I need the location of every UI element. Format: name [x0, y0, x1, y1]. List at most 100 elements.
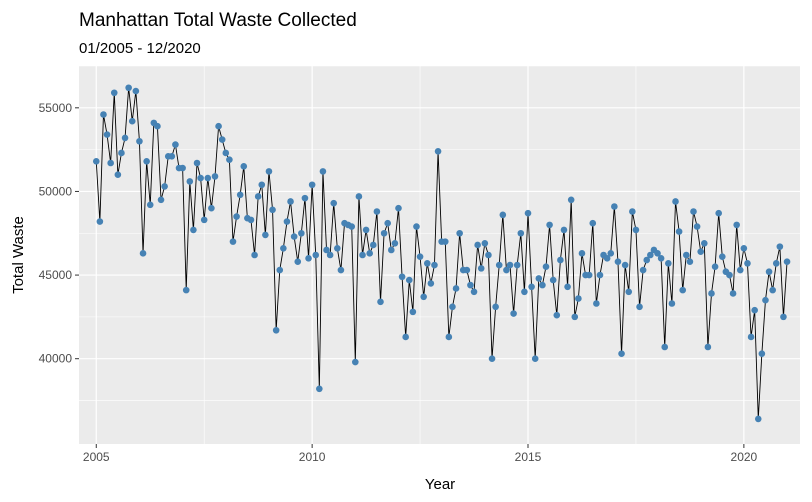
data-point	[470, 288, 478, 296]
data-point	[377, 298, 384, 306]
data-point	[236, 191, 244, 199]
data-point	[492, 303, 499, 311]
data-point	[718, 253, 726, 260]
data-point	[776, 243, 784, 250]
data-point	[128, 117, 136, 125]
y-tick-label: 55000	[39, 101, 73, 115]
data-point	[510, 310, 517, 317]
data-point	[679, 286, 687, 294]
data-point	[294, 258, 302, 265]
data-point	[262, 231, 269, 239]
data-point	[100, 111, 107, 118]
data-point	[186, 178, 194, 185]
data-point	[312, 251, 320, 259]
data-point	[132, 87, 140, 95]
data-point	[391, 239, 399, 247]
data-point	[726, 271, 733, 279]
data-point	[445, 333, 453, 341]
data-point	[711, 263, 719, 271]
x-tick-labels: 2005 2010 2015 2020	[83, 450, 758, 464]
data-point	[539, 281, 546, 289]
data-point	[553, 311, 561, 319]
chart-subtitle: 01/2005 - 12/2020	[79, 40, 201, 57]
data-point	[621, 261, 629, 269]
data-point	[193, 159, 201, 167]
data-point	[449, 303, 456, 311]
data-point	[355, 193, 363, 200]
data-point	[564, 283, 571, 291]
data-point	[387, 246, 395, 254]
data-point	[423, 260, 431, 267]
data-point	[758, 350, 766, 357]
data-point	[139, 250, 147, 257]
data-point	[560, 226, 568, 234]
data-point	[409, 308, 417, 316]
data-point	[571, 313, 579, 321]
data-point	[110, 89, 118, 97]
data-point	[654, 250, 661, 257]
data-point	[683, 251, 690, 259]
data-point	[413, 223, 420, 230]
data-point	[647, 251, 654, 259]
data-point	[485, 251, 492, 259]
data-point	[593, 300, 600, 307]
data-point	[495, 261, 503, 269]
data-point	[301, 194, 309, 202]
data-point	[575, 295, 582, 302]
data-point	[287, 198, 294, 205]
data-point	[665, 260, 672, 267]
data-point	[668, 300, 676, 307]
data-point	[190, 226, 197, 234]
data-point	[488, 355, 496, 363]
data-point	[765, 268, 773, 276]
chart-title: Manhattan Total Waste Collected	[79, 10, 357, 31]
data-point	[578, 250, 586, 257]
data-point	[672, 198, 679, 205]
data-point	[154, 122, 161, 130]
data-point	[107, 159, 114, 167]
data-point	[643, 256, 651, 264]
data-point	[125, 84, 132, 92]
data-point	[326, 251, 334, 259]
data-point	[229, 238, 237, 245]
data-point	[733, 221, 740, 229]
data-point	[549, 276, 557, 284]
data-point	[316, 385, 323, 393]
data-point	[352, 358, 359, 366]
data-point	[276, 266, 284, 274]
data-point	[334, 245, 341, 252]
data-point	[632, 226, 640, 234]
series-points-group	[92, 84, 791, 423]
data-point	[701, 239, 708, 247]
data-point	[636, 303, 643, 311]
data-point	[513, 261, 521, 269]
data-point	[657, 255, 665, 262]
data-point	[323, 246, 330, 254]
data-point	[114, 171, 122, 179]
data-point	[172, 141, 179, 148]
y-tick-label: 50000	[39, 184, 73, 198]
data-point	[380, 229, 388, 237]
x-tick-label: 2015	[515, 450, 542, 464]
data-point	[456, 229, 463, 237]
data-point	[121, 134, 129, 142]
data-point	[305, 255, 312, 262]
data-point	[477, 265, 485, 272]
data-point	[675, 228, 683, 235]
data-point	[751, 306, 758, 314]
data-point	[596, 271, 604, 279]
data-point	[557, 256, 564, 264]
data-point	[405, 276, 413, 284]
data-point	[567, 196, 575, 204]
data-point	[754, 415, 762, 423]
data-point	[200, 216, 208, 224]
data-point	[769, 286, 776, 294]
data-point	[780, 313, 787, 321]
data-point	[373, 208, 381, 215]
data-point	[204, 174, 212, 182]
data-point	[693, 223, 701, 230]
data-point	[772, 260, 780, 267]
data-point	[226, 156, 233, 163]
data-point	[240, 163, 248, 170]
